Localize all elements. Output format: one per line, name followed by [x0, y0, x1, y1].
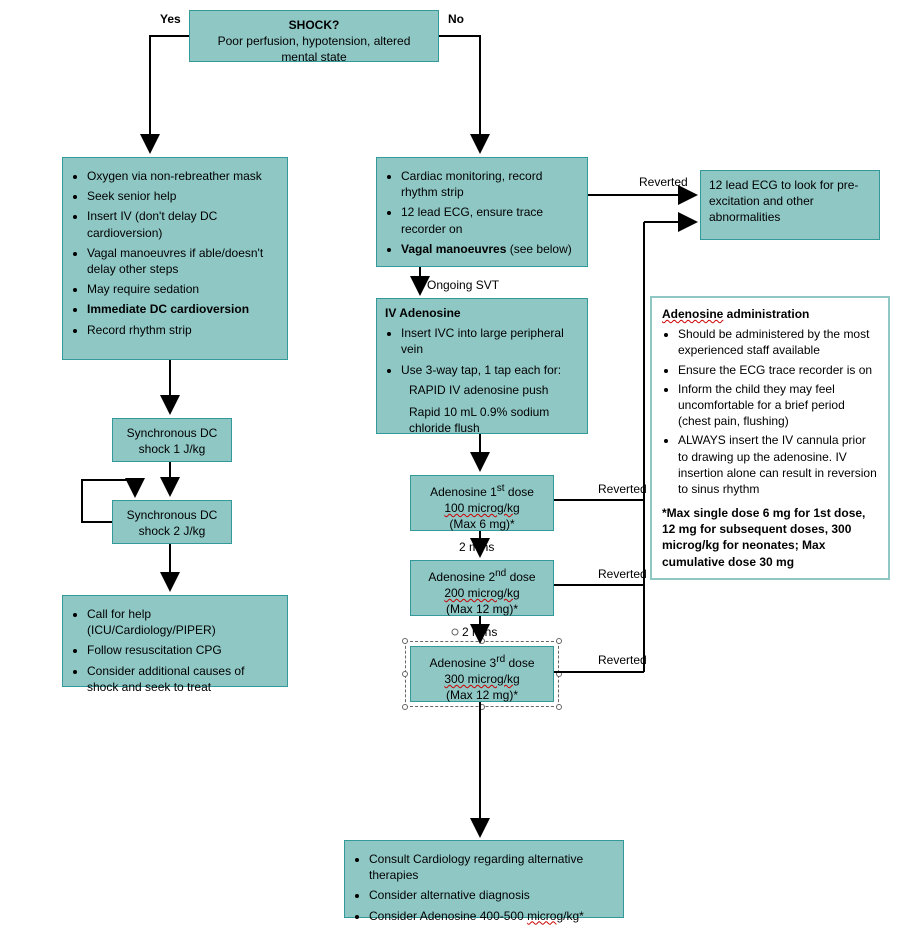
ongoing-svt-label: Ongoing SVT	[427, 278, 499, 292]
yes-item: Insert IV (don't delay DC cardioversion)	[87, 208, 279, 240]
yes-item: Seek senior help	[87, 188, 279, 204]
monitor-list: Cardiac monitoring, record rhythm strip …	[385, 168, 579, 257]
reverted4-label: Reverted	[598, 653, 647, 667]
help-box: Call for help (ICU/Cardiology/PIPER) Fol…	[62, 595, 288, 687]
ecg12-box: 12 lead ECG to look for pre-excitation a…	[700, 170, 880, 240]
yes-item: Vagal manoeuvres if able/doesn't delay o…	[87, 245, 279, 277]
sel-handle	[402, 704, 408, 710]
shock1-l2: shock 1 J/kg	[121, 441, 223, 457]
help-item: Consider additional causes of shock and …	[87, 663, 279, 695]
shock1-l1: Synchronous DC	[121, 425, 223, 441]
dose2-l3: (Max 12 mg)*	[419, 601, 545, 617]
dose2-l1: Adenosine 2nd dose	[419, 567, 545, 585]
yes-item-bold: Immediate DC cardioversion	[87, 301, 279, 317]
reverted2-label: Reverted	[598, 482, 647, 496]
twomins1-label: 2 mins	[459, 540, 494, 554]
yes-initial-box: Oxygen via non-rebreather mask Seek seni…	[62, 157, 288, 360]
iv-adenosine-item: Insert IVC into large peripheral vein	[401, 325, 579, 357]
help-list: Call for help (ICU/Cardiology/PIPER) Fol…	[71, 606, 279, 695]
twomins2-label: 2 mins	[462, 625, 497, 639]
sel-handle	[556, 671, 562, 677]
info-title: Adenosine administration	[662, 306, 878, 322]
sel-handle	[479, 638, 485, 644]
dose1-l3: (Max 6 mg)*	[419, 516, 545, 532]
info-footnote: *Max single dose 6 mg for 1st dose, 12 m…	[662, 505, 878, 570]
shock2-box: Synchronous DC shock 2 J/kg	[112, 500, 232, 544]
sel-handle	[402, 638, 408, 644]
help-item: Follow resuscitation CPG	[87, 642, 279, 658]
sel-handle	[402, 671, 408, 677]
reverted3-label: Reverted	[598, 567, 647, 581]
info-item: ALWAYS insert the IV cannula prior to dr…	[678, 432, 878, 497]
dose2-l2: 200 microg/kg	[419, 585, 545, 601]
final-box: Consult Cardiology regarding alternative…	[344, 840, 624, 918]
shock-subtitle: Poor perfusion, hypotension, altered men…	[198, 33, 430, 65]
dose1-l1: Adenosine 1st dose	[419, 482, 545, 500]
monitor-item: 12 lead ECG, ensure trace recorder on	[401, 204, 579, 236]
iv-adenosine-title: IV Adenosine	[385, 305, 579, 321]
shock2-l1: Synchronous DC	[121, 507, 223, 523]
adenosine-info-box: Adenosine administration Should be admin…	[650, 296, 890, 580]
yes-initial-list: Oxygen via non-rebreather mask Seek seni…	[71, 168, 279, 338]
sel-handle	[556, 704, 562, 710]
dose2-box: Adenosine 2nd dose 200 microg/kg (Max 12…	[410, 560, 554, 616]
final-item: Consider Adenosine 400-500 microg/kg*	[369, 908, 615, 924]
yes-item: May require sedation	[87, 281, 279, 297]
iv-adenosine-sub2: Rapid 10 mL 0.9% sodium chloride flush	[385, 404, 579, 436]
final-item: Consult Cardiology regarding alternative…	[369, 851, 615, 883]
info-list: Should be administered by the most exper…	[662, 326, 878, 497]
info-item: Should be administered by the most exper…	[678, 326, 878, 358]
dose1-box: Adenosine 1st dose 100 microg/kg (Max 6 …	[410, 475, 554, 531]
help-item: Call for help (ICU/Cardiology/PIPER)	[87, 606, 279, 638]
no-label: No	[448, 12, 464, 26]
sel-handle	[556, 638, 562, 644]
iv-adenosine-box: IV Adenosine Insert IVC into large perip…	[376, 298, 588, 434]
ecg12-text: 12 lead ECG to look for pre-excitation a…	[709, 177, 871, 226]
shock-box: SHOCK? Poor perfusion, hypotension, alte…	[189, 10, 439, 62]
yes-item: Record rhythm strip	[87, 322, 279, 338]
reverted1-label: Reverted	[639, 175, 688, 189]
yes-item: Oxygen via non-rebreather mask	[87, 168, 279, 184]
iv-adenosine-item: Use 3-way tap, 1 tap each for:	[401, 362, 579, 378]
shock-title: SHOCK?	[198, 17, 430, 33]
info-item: Ensure the ECG trace recorder is on	[678, 362, 878, 378]
yes-label: Yes	[160, 12, 181, 26]
dose3-selection	[405, 641, 559, 707]
sel-handle	[479, 704, 485, 710]
final-item: Consider alternative diagnosis	[369, 887, 615, 903]
shock2-l2: shock 2 J/kg	[121, 523, 223, 539]
shock1-box: Synchronous DC shock 1 J/kg	[112, 418, 232, 462]
info-item: Inform the child they may feel uncomfort…	[678, 381, 878, 430]
monitor-item: Vagal manoeuvres (see below)	[401, 241, 579, 257]
iv-adenosine-list: Insert IVC into large peripheral vein Us…	[385, 325, 579, 378]
monitor-box: Cardiac monitoring, record rhythm strip …	[376, 157, 588, 267]
final-list: Consult Cardiology regarding alternative…	[353, 851, 615, 924]
dose1-l2: 100 microg/kg	[419, 500, 545, 516]
iv-adenosine-sub1: RAPID IV adenosine push	[385, 382, 579, 398]
monitor-item: Cardiac monitoring, record rhythm strip	[401, 168, 579, 200]
